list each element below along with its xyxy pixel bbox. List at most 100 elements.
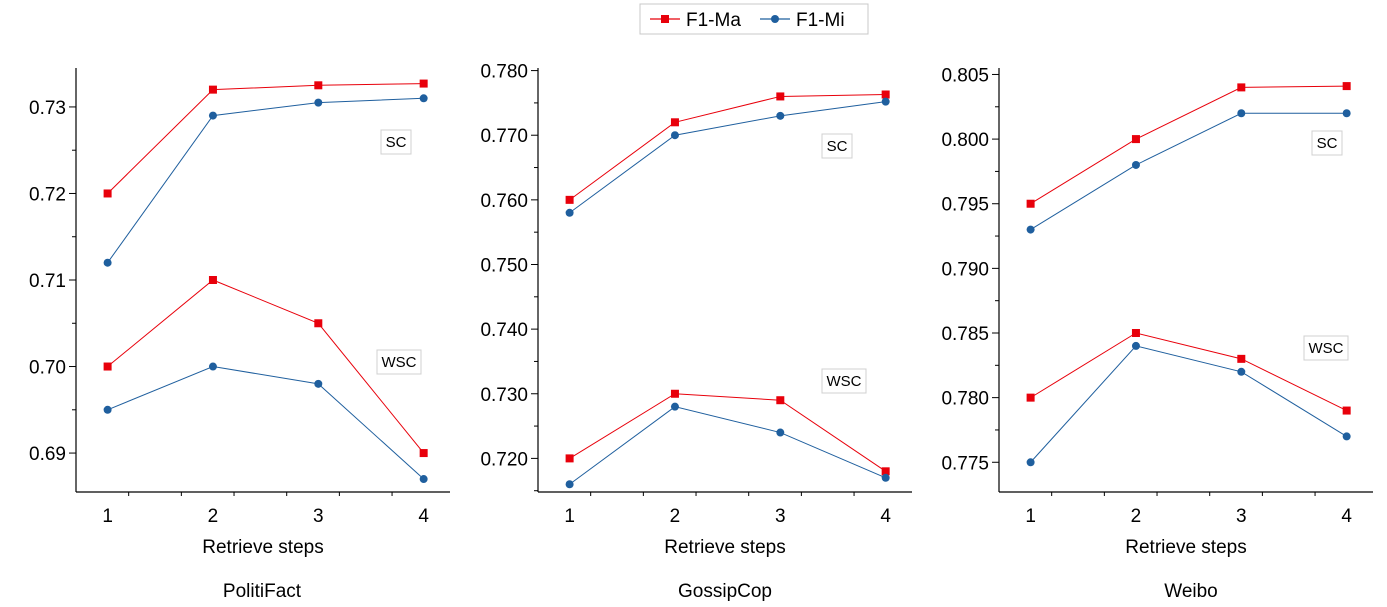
panel-caption: PolitiFact: [223, 581, 302, 602]
data-point-f1-ma: [565, 454, 574, 463]
data-point-f1-ma: [1131, 329, 1140, 337]
y-tick-label: 0.750: [480, 255, 528, 276]
legend-label: F1-Ma: [686, 10, 741, 31]
annotation-wsc: WSC: [1303, 335, 1349, 361]
legend-item-f1-mi: F1-Mi: [760, 10, 845, 31]
data-point-f1-mi: [314, 98, 323, 107]
x-axis-title: Retrieve steps: [202, 537, 323, 558]
data-point-f1-ma: [776, 396, 785, 405]
data-point-f1-mi: [670, 131, 679, 140]
y-tick-label: 0.720: [480, 449, 528, 470]
series-line-f1-mi: [569, 406, 886, 485]
y-tick-label: 0.72: [29, 184, 66, 205]
data-point-f1-ma: [1026, 393, 1035, 402]
annotation-wsc: WSC: [376, 349, 422, 375]
series-line-f1-ma: [107, 83, 424, 194]
series-line-f1-ma: [107, 279, 425, 454]
data-point-f1-ma: [103, 362, 112, 371]
series-line-f1-mi: [1030, 112, 1347, 231]
data-point-f1-mi: [1131, 341, 1140, 350]
data-point-f1-mi: [208, 111, 217, 120]
y-tick-label: 0.760: [480, 191, 528, 212]
legend-marker-square-icon: [661, 15, 669, 23]
data-point-f1-ma: [881, 467, 890, 476]
y-tick-label: 0.740: [480, 320, 528, 341]
annotation-box: [821, 368, 867, 394]
data-point-f1-mi: [1342, 432, 1351, 441]
y-tick-label: 0.71: [29, 271, 66, 292]
data-point-f1-ma: [1342, 406, 1351, 415]
data-point-f1-mi: [565, 208, 574, 217]
data-point-f1-ma: [1237, 354, 1246, 363]
data-point-f1-mi: [881, 473, 890, 482]
annotation-label: WSC: [1309, 340, 1344, 357]
annotation-label: WSC: [382, 354, 417, 371]
data-point-f1-ma: [565, 195, 574, 204]
data-point-f1-ma: [103, 189, 112, 198]
data-point-f1-ma: [314, 319, 323, 328]
series-line-f1-mi: [107, 97, 424, 263]
y-tick-label: 0.730: [480, 385, 528, 406]
legend-item-f1-ma: F1-Ma: [650, 10, 741, 31]
chart-panel-weibo: 0.775 0.780 0.785 0.790 0.795 0.800 0.805 1 2 3 4 R…: [941, 65, 1373, 602]
data-point-f1-mi: [1026, 225, 1035, 234]
x-tick-label: 4: [880, 506, 891, 527]
y-tick-label: 0.770: [480, 126, 528, 147]
data-point-f1-mi: [419, 94, 428, 103]
annotation-label: SC: [386, 134, 407, 151]
series-line-f1-mi: [569, 101, 886, 214]
x-axis-title: Retrieve steps: [664, 537, 785, 558]
data-point-f1-ma: [1342, 82, 1351, 91]
data-point-f1-mi: [881, 97, 890, 106]
y-tick-label: 0.805: [941, 65, 989, 86]
data-point-f1-mi: [1237, 367, 1246, 376]
x-tick-label: 2: [670, 506, 681, 527]
annotation-box: [376, 349, 422, 375]
y-tick-label: 0.795: [941, 195, 989, 216]
series-line-f1-mi: [107, 366, 424, 480]
data-point-f1-mi: [565, 480, 574, 489]
group-wsc: WSC: [103, 276, 428, 484]
panel-caption: Weibo: [1164, 581, 1218, 602]
data-point-f1-mi: [1342, 109, 1351, 118]
panels: 0.69 0.70 0.71 0.72 0.73 1 2 3 4 Retrieve steps Po…: [29, 62, 1373, 602]
y-tick-label: 0.73: [29, 98, 66, 119]
x-axis-title: Retrieve steps: [1125, 537, 1246, 558]
data-point-f1-mi: [670, 402, 679, 411]
legend-marker-circle-icon: [771, 15, 779, 23]
x-tick-label: 4: [418, 506, 429, 527]
legend: F1-Ma F1-Mi: [639, 3, 869, 35]
data-point-f1-mi: [1026, 458, 1035, 467]
annotation-sc: SC: [380, 129, 412, 155]
data-point-f1-mi: [103, 405, 112, 414]
x-tick-label: 4: [1341, 506, 1352, 527]
annotation-label: SC: [1317, 135, 1338, 152]
annotation-box: [380, 129, 412, 155]
data-point-f1-mi: [776, 111, 785, 120]
data-point-f1-ma: [419, 79, 428, 88]
annotation-wsc: WSC: [821, 368, 867, 394]
data-point-f1-ma: [670, 118, 679, 127]
group-wsc: WSC: [565, 368, 890, 489]
y-tick-label: 0.790: [941, 259, 989, 280]
x-tick-label: 2: [1131, 506, 1142, 527]
x-tick-label: 1: [102, 506, 113, 527]
chart-panel-gossipcop: 0.720 0.730 0.740 0.750 0.760 0.770 0.780 1 2 3 4 R…: [480, 62, 912, 602]
series-line-f1-ma: [569, 94, 886, 201]
group-sc: SC: [1026, 82, 1351, 234]
panel-caption: GossipCop: [678, 581, 772, 602]
x-tick-label: 3: [775, 506, 786, 527]
data-point-f1-ma: [208, 276, 217, 284]
group-sc: SC: [565, 90, 890, 217]
x-tick-label: 1: [1025, 506, 1036, 527]
group-sc: SC: [103, 79, 428, 267]
annotation-box: [821, 133, 853, 159]
data-point-f1-mi: [314, 379, 323, 388]
annotation-label: WSC: [827, 373, 862, 390]
y-tick-label: 0.775: [941, 453, 989, 474]
data-point-f1-ma: [1026, 199, 1035, 208]
series-line-f1-ma: [569, 393, 886, 472]
y-tick-label: 0.780: [480, 62, 528, 83]
data-point-f1-mi: [1237, 109, 1246, 118]
